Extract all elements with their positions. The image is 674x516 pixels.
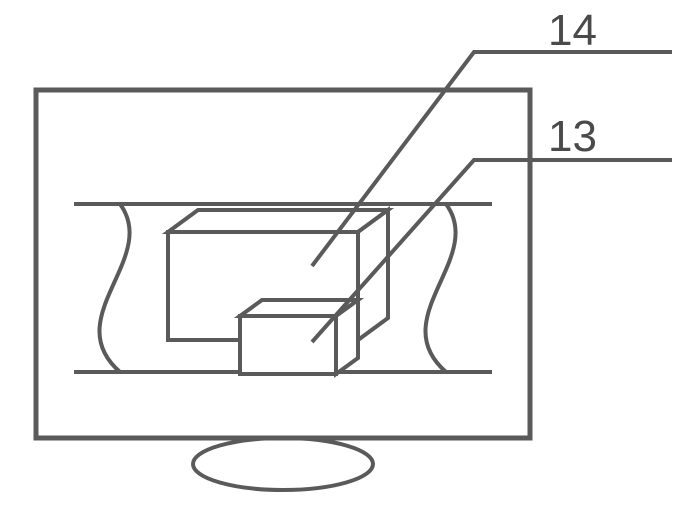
monitor-stand	[193, 438, 373, 490]
callout-label-14: 14	[548, 6, 597, 56]
big-box-top-face	[168, 210, 388, 232]
small-box-front-face	[240, 316, 336, 374]
callout-label-13: 13	[548, 112, 597, 162]
diagram-svg	[0, 0, 674, 516]
